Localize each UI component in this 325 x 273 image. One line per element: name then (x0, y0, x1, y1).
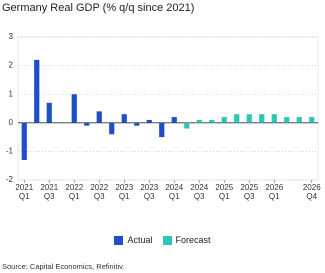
bar (21, 122, 27, 160)
bar (71, 94, 77, 123)
plot-frame (17, 36, 319, 181)
y-tick-label: 3 (9, 32, 14, 41)
bar (296, 117, 302, 123)
y-tick-label: 0 (9, 118, 14, 127)
y-tick-label: -2 (6, 175, 14, 184)
bar (121, 114, 127, 123)
legend-swatch (162, 235, 172, 245)
x-tick-label: 2024 Q1 (165, 183, 184, 201)
bar (84, 122, 90, 126)
bar (284, 117, 290, 123)
x-tick-label: 2026 Q4 (302, 183, 321, 201)
bar (246, 114, 252, 123)
x-tick-label: 2025 Q1 (215, 183, 234, 201)
bar (234, 114, 240, 123)
legend-item: Forecast (162, 235, 211, 245)
bar (159, 122, 165, 138)
y-tick-label: -1 (6, 147, 14, 156)
x-tick-label: 2021 Q1 (15, 183, 34, 201)
x-tick-label: 2026 Q1 (265, 183, 284, 201)
x-tick-label: 2023 Q3 (140, 183, 159, 201)
bar (96, 111, 102, 123)
source-note: Source: Capital Economics, Refinitiv. (2, 262, 125, 271)
legend-item: Actual (114, 235, 153, 245)
bar (34, 59, 40, 123)
bar (46, 102, 52, 123)
y-tick-label: 1 (9, 89, 14, 98)
legend-swatch (114, 235, 124, 245)
bar (209, 119, 215, 123)
x-tick-label: 2022 Q1 (65, 183, 84, 201)
bar (221, 117, 227, 123)
x-tick-label: 2021 Q3 (40, 183, 59, 201)
legend-label: Forecast (175, 235, 211, 245)
bar (259, 114, 265, 123)
x-tick-label: 2022 Q3 (90, 183, 109, 201)
bar (134, 122, 140, 126)
bar (309, 117, 315, 123)
x-tick-label: 2024 Q3 (190, 183, 209, 201)
bar (184, 122, 190, 129)
legend: Actual Forecast (0, 235, 325, 245)
bar (109, 122, 115, 135)
bar (271, 114, 277, 123)
y-tick-label: 2 (9, 61, 14, 70)
x-tick-label: 2025 Q3 (240, 183, 259, 201)
legend-label: Actual (127, 235, 153, 245)
bar (146, 119, 152, 123)
bar (171, 117, 177, 123)
bar (196, 119, 202, 123)
chart-title: Germany Real GDP (% q/q since 2021) (2, 2, 195, 14)
x-tick-label: 2023 Q1 (115, 183, 134, 201)
